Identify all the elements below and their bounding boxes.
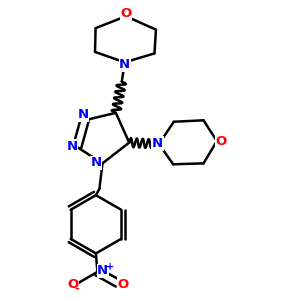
Text: N: N [78,108,89,122]
Text: +: + [106,262,114,272]
Text: N: N [119,58,130,71]
Text: O: O [67,278,78,290]
Text: N: N [97,265,108,278]
Text: N: N [152,137,163,150]
Text: O: O [216,135,227,148]
Text: N: N [66,140,77,153]
Text: N: N [90,156,101,169]
Text: -: - [74,284,79,294]
Text: O: O [117,278,129,290]
Text: O: O [120,7,131,20]
